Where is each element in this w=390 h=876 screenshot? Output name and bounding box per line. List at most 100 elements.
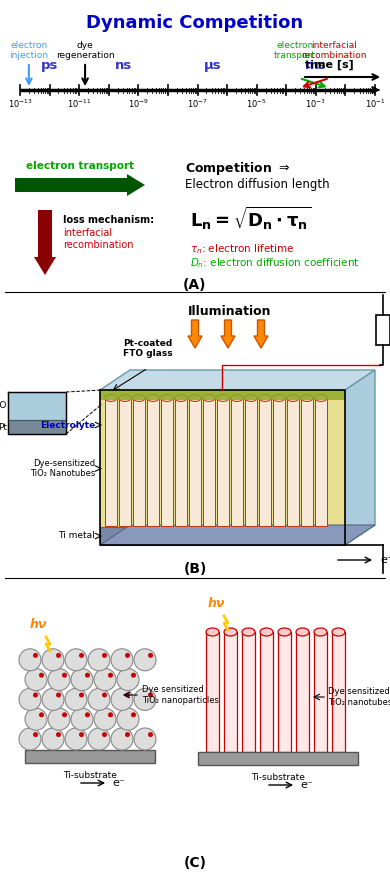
Bar xyxy=(203,398,215,526)
FancyArrow shape xyxy=(254,320,268,348)
Text: Dye sensitized
TiO₂ nanotubes: Dye sensitized TiO₂ nanotubes xyxy=(328,688,390,707)
Text: ps: ps xyxy=(41,59,58,72)
Circle shape xyxy=(48,668,70,690)
Text: $10^{-9}$: $10^{-9}$ xyxy=(128,98,149,110)
Bar xyxy=(314,632,327,752)
Circle shape xyxy=(19,689,41,710)
Circle shape xyxy=(42,728,64,750)
Circle shape xyxy=(131,712,136,717)
Circle shape xyxy=(148,693,153,697)
Circle shape xyxy=(56,653,61,658)
Bar xyxy=(189,398,201,526)
Circle shape xyxy=(148,653,153,658)
Ellipse shape xyxy=(332,628,345,636)
Circle shape xyxy=(42,689,64,710)
Bar xyxy=(287,398,299,526)
Bar xyxy=(8,420,66,434)
Text: $\mathbf{L_n=\sqrt{D_n \cdot \tau_n}}$: $\mathbf{L_n=\sqrt{D_n \cdot \tau_n}}$ xyxy=(190,205,312,232)
Text: Dye sensitized
TiO₂ nanoparticles: Dye sensitized TiO₂ nanoparticles xyxy=(142,685,219,704)
Circle shape xyxy=(111,689,133,710)
Circle shape xyxy=(62,673,67,678)
Circle shape xyxy=(39,673,44,678)
Text: Electron diffusion length: Electron diffusion length xyxy=(185,178,330,191)
Bar xyxy=(301,398,313,526)
Ellipse shape xyxy=(242,628,255,636)
Circle shape xyxy=(65,689,87,710)
Ellipse shape xyxy=(224,628,237,636)
Circle shape xyxy=(88,728,110,750)
Circle shape xyxy=(79,653,84,658)
Circle shape xyxy=(25,668,47,690)
Circle shape xyxy=(42,649,64,671)
Text: interfacial
recombination: interfacial recombination xyxy=(63,228,133,251)
Bar xyxy=(100,390,345,545)
Bar xyxy=(100,527,345,545)
Bar xyxy=(105,398,117,526)
Circle shape xyxy=(25,708,47,731)
Bar xyxy=(259,398,271,526)
Bar xyxy=(376,315,390,345)
Circle shape xyxy=(56,693,61,697)
Bar xyxy=(278,632,291,752)
Ellipse shape xyxy=(105,394,117,401)
Bar xyxy=(231,398,243,526)
Text: e⁻: e⁻ xyxy=(112,778,125,788)
Bar xyxy=(296,632,309,752)
Ellipse shape xyxy=(161,394,173,401)
Text: (A): (A) xyxy=(183,278,207,292)
Bar xyxy=(260,632,273,752)
Bar xyxy=(245,398,257,526)
Bar xyxy=(224,632,237,752)
Text: Electrolyte: Electrolyte xyxy=(40,420,95,429)
Circle shape xyxy=(39,712,44,717)
Ellipse shape xyxy=(315,394,327,401)
Circle shape xyxy=(65,649,87,671)
Text: $\tau_n$: electron lifetime: $\tau_n$: electron lifetime xyxy=(190,242,294,256)
Ellipse shape xyxy=(278,628,291,636)
Circle shape xyxy=(134,728,156,750)
Text: Ti-substrate: Ti-substrate xyxy=(63,771,117,780)
Circle shape xyxy=(19,728,41,750)
Circle shape xyxy=(148,732,153,737)
Ellipse shape xyxy=(260,628,273,636)
Text: electron
transport: electron transport xyxy=(274,40,316,60)
Circle shape xyxy=(79,693,84,697)
Bar xyxy=(332,632,345,752)
Ellipse shape xyxy=(314,628,327,636)
Circle shape xyxy=(125,653,130,658)
Circle shape xyxy=(94,668,116,690)
Text: electron
injection: electron injection xyxy=(9,40,48,60)
Bar xyxy=(147,398,159,526)
Text: electron transport: electron transport xyxy=(26,161,134,171)
Text: dye
regeneration: dye regeneration xyxy=(56,40,114,60)
Ellipse shape xyxy=(245,394,257,401)
Circle shape xyxy=(117,708,139,731)
Ellipse shape xyxy=(301,394,313,401)
Ellipse shape xyxy=(287,394,299,401)
Bar xyxy=(100,390,345,400)
Bar xyxy=(161,398,173,526)
Bar xyxy=(242,632,255,752)
Bar xyxy=(119,398,131,526)
Circle shape xyxy=(88,649,110,671)
Circle shape xyxy=(108,673,113,678)
Ellipse shape xyxy=(273,394,285,401)
Circle shape xyxy=(131,673,136,678)
Circle shape xyxy=(71,708,93,731)
Bar xyxy=(198,752,358,765)
Ellipse shape xyxy=(119,394,131,401)
Circle shape xyxy=(134,689,156,710)
Circle shape xyxy=(117,668,139,690)
Circle shape xyxy=(71,668,93,690)
Ellipse shape xyxy=(175,394,187,401)
Text: $10^{-13}$: $10^{-13}$ xyxy=(8,98,32,110)
Circle shape xyxy=(79,732,84,737)
Circle shape xyxy=(102,653,107,658)
Ellipse shape xyxy=(206,628,219,636)
Text: Competition $\Rightarrow$: Competition $\Rightarrow$ xyxy=(185,160,290,177)
Text: Ti-substrate: Ti-substrate xyxy=(251,773,305,782)
Polygon shape xyxy=(100,370,375,390)
Bar xyxy=(217,398,229,526)
Circle shape xyxy=(19,649,41,671)
Circle shape xyxy=(94,708,116,731)
